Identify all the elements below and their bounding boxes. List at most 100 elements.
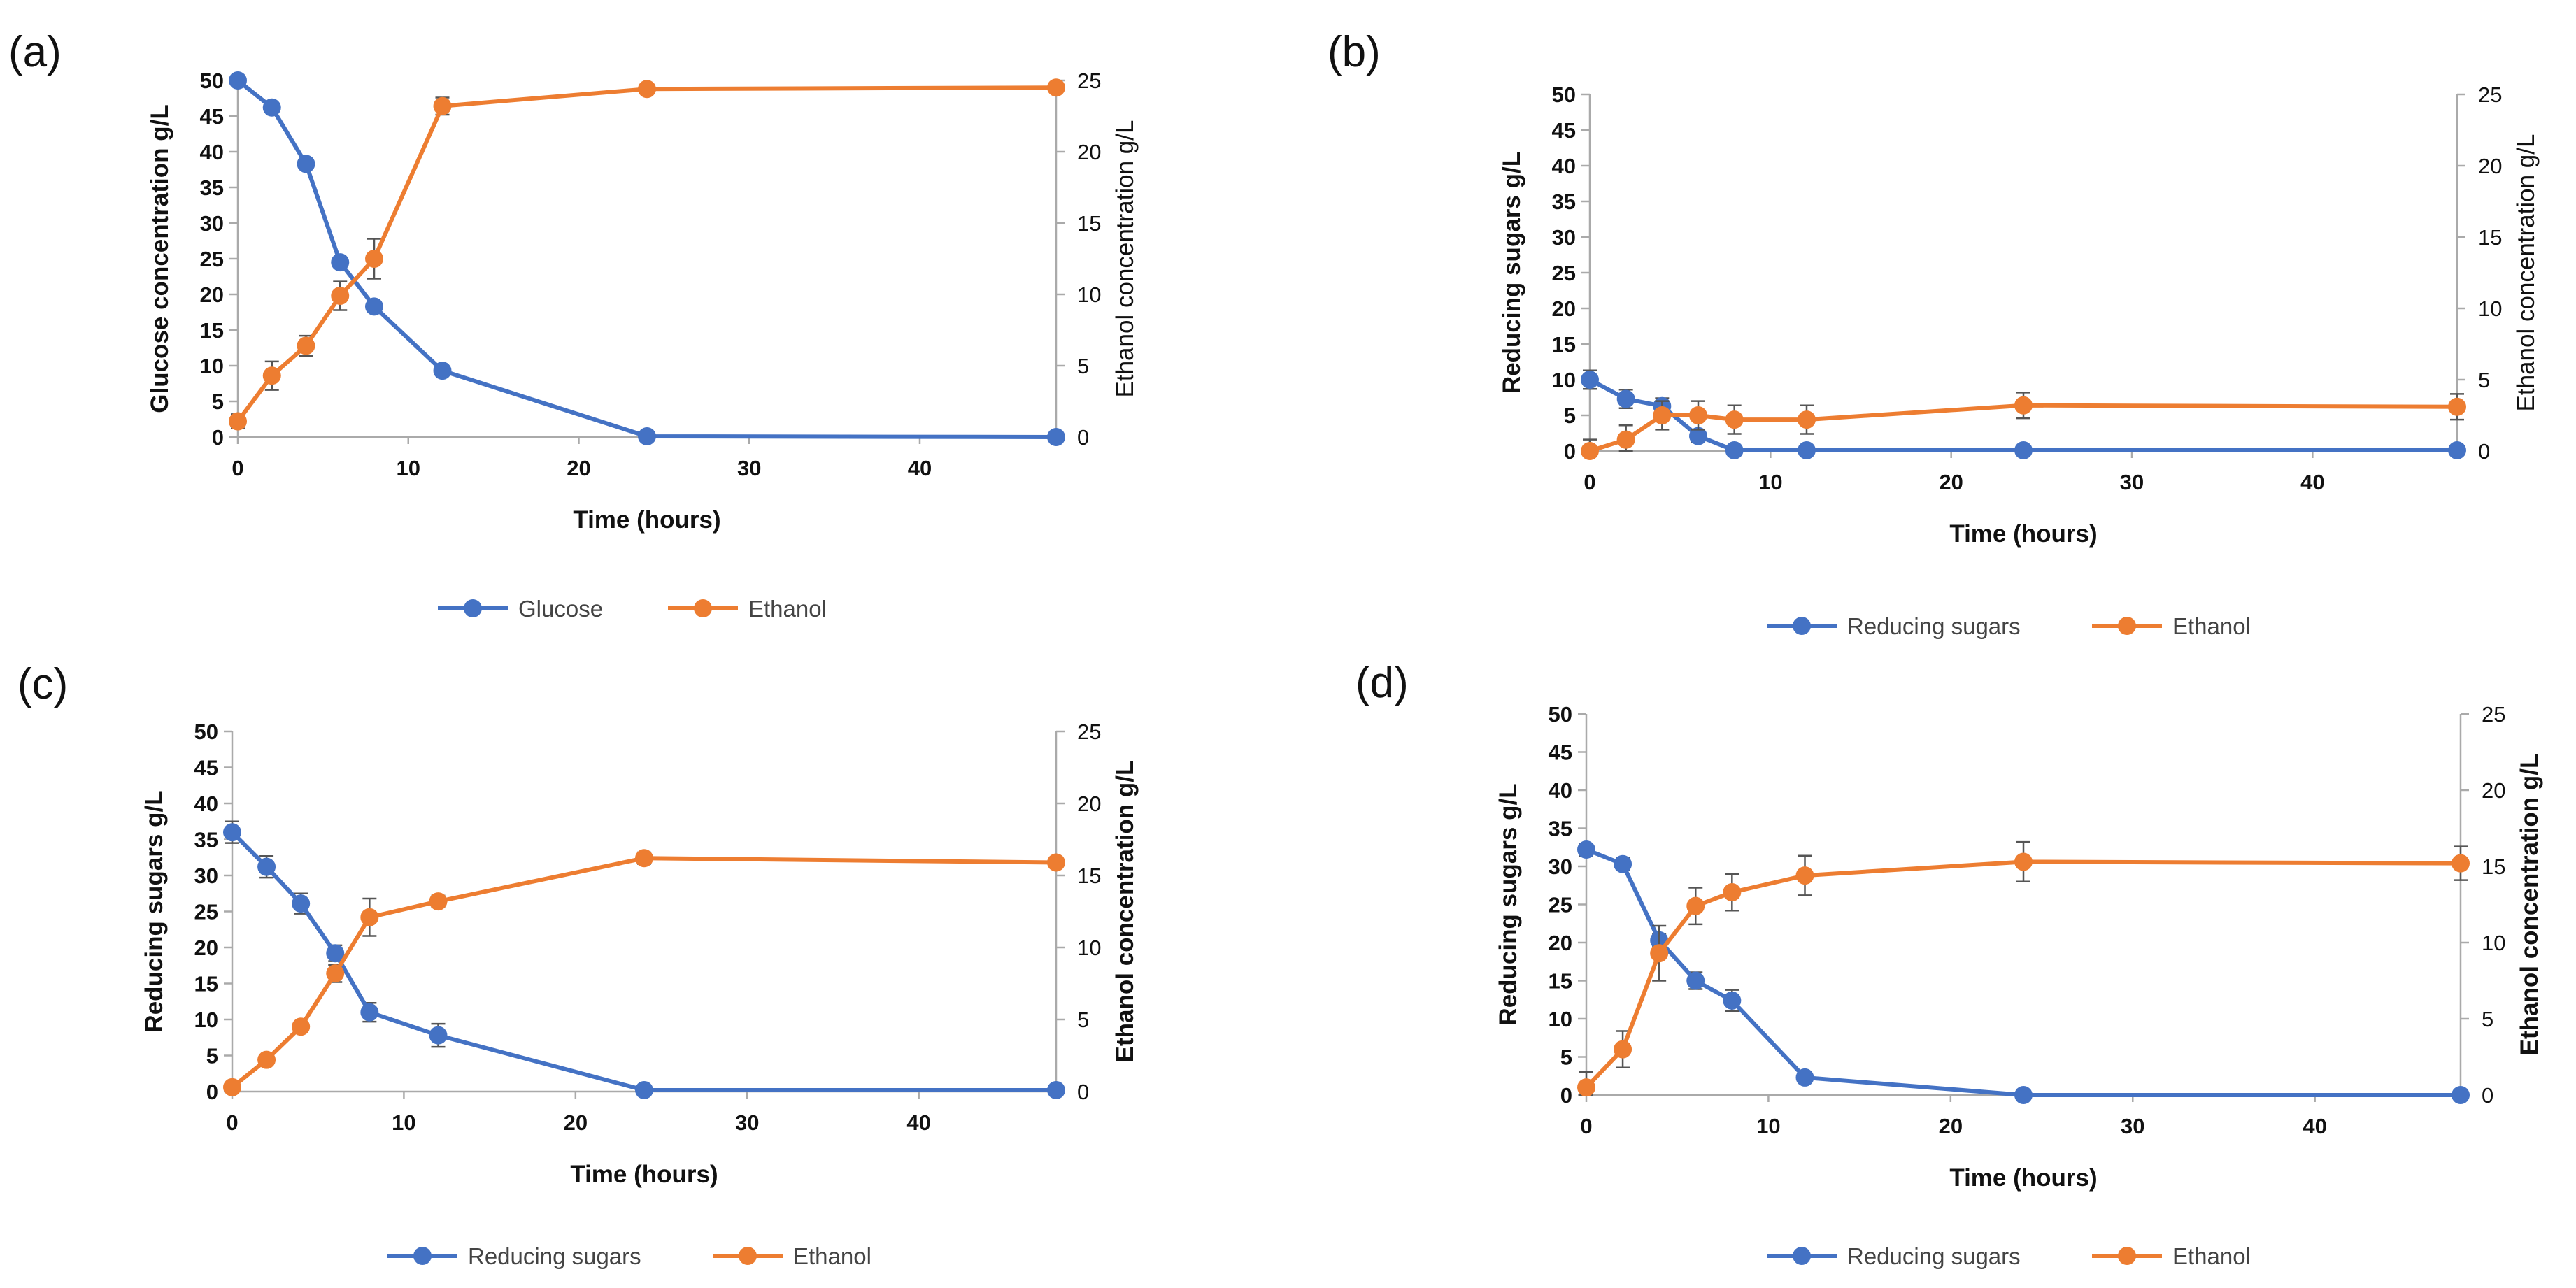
y-tick-label: 30 bbox=[1549, 854, 1572, 879]
data-point bbox=[1577, 840, 1595, 859]
x-tick-label: 30 bbox=[2121, 1114, 2144, 1138]
data-point bbox=[360, 1003, 379, 1022]
data-point bbox=[262, 98, 281, 117]
y-axis-label: Reducing sugars g/L bbox=[1495, 783, 1522, 1025]
x-tick-label: 40 bbox=[908, 456, 932, 480]
y2-tick-label: 20 bbox=[2478, 154, 2502, 178]
x-tick-label: 20 bbox=[1939, 470, 1963, 494]
panel-d: (d) 0 5 10 15 20 25 30 35 40 45 50 0 5 10 15 20 25 0 10 20 30… bbox=[1289, 644, 2576, 1287]
data-point bbox=[2448, 441, 2466, 459]
x-tick-label: 30 bbox=[2120, 470, 2144, 494]
data-point bbox=[365, 297, 383, 316]
y-tick-label: 50 bbox=[1549, 702, 1572, 727]
data-point bbox=[1798, 410, 1816, 429]
y-tick-label: 30 bbox=[194, 864, 218, 888]
y-tick-label: 45 bbox=[200, 104, 224, 129]
y-tick-label: 5 bbox=[1564, 403, 1576, 428]
y2-tick-label: 25 bbox=[2482, 702, 2505, 727]
y2-axis-label: Ethanol concentration g/L bbox=[2516, 754, 2543, 1056]
data-point bbox=[635, 849, 653, 868]
y-tick-label: 15 bbox=[1552, 332, 1576, 357]
y-tick-label: 0 bbox=[1564, 439, 1576, 464]
data-point bbox=[1723, 883, 1742, 902]
y2-tick-label: 5 bbox=[2478, 368, 2490, 392]
y-tick-label: 5 bbox=[212, 389, 224, 414]
x-tick-label: 10 bbox=[392, 1110, 415, 1135]
panel-b: (b) 0 5 10 15 20 25 30 35 40 45 50 0 5 10 15 20 25 0 10 20 30… bbox=[1289, 0, 2576, 643]
y-tick-label: 10 bbox=[1552, 368, 1576, 392]
legend-marker bbox=[739, 1247, 757, 1265]
data-point bbox=[2014, 852, 2033, 871]
data-point bbox=[1047, 1080, 1065, 1099]
series-line-reducing-sugars bbox=[230, 831, 1056, 1092]
y-axis-label: Reducing sugars g/L bbox=[141, 790, 168, 1032]
data-point bbox=[297, 155, 315, 173]
x-tick-label: 20 bbox=[564, 1110, 588, 1135]
data-point bbox=[1795, 866, 1814, 885]
y-tick-label: 50 bbox=[194, 720, 218, 744]
y2-tick-label: 0 bbox=[2478, 439, 2490, 464]
data-point bbox=[1653, 406, 1672, 424]
data-point bbox=[429, 1026, 448, 1045]
chart-a: (a) 0 5 10 15 20 25 30 35 40 45 50 0 5 10 15 20 25 0 10 20 30… bbox=[8, 28, 1139, 622]
y2-tick-label: 5 bbox=[1077, 1008, 1089, 1032]
y-tick-label: 45 bbox=[1549, 740, 1572, 765]
data-point bbox=[638, 427, 656, 445]
legend-label: Ethanol bbox=[2172, 613, 2251, 639]
y-tick-label: 35 bbox=[200, 176, 224, 200]
y-tick-label: 45 bbox=[194, 756, 218, 780]
series-line-reducing-sugars bbox=[1585, 847, 2461, 1097]
y2-tick-label: 25 bbox=[2478, 83, 2502, 107]
y2-tick-label: 10 bbox=[2482, 931, 2505, 955]
x-tick-label: 30 bbox=[737, 456, 761, 480]
legend-marker bbox=[413, 1247, 432, 1265]
y-tick-label: 40 bbox=[1549, 778, 1572, 803]
y2-axis-label: Ethanol concentration g/L bbox=[1111, 761, 1139, 1063]
y-tick-label: 0 bbox=[212, 425, 224, 450]
x-tick-label: 10 bbox=[1758, 470, 1782, 494]
data-point bbox=[1577, 1078, 1595, 1097]
data-point bbox=[1047, 78, 1065, 97]
data-point bbox=[229, 71, 247, 90]
data-point bbox=[297, 336, 315, 355]
data-point bbox=[429, 892, 448, 911]
legend-label: Glucose bbox=[518, 596, 603, 622]
y-tick-label: 20 bbox=[200, 282, 224, 307]
y2-tick-label: 20 bbox=[2482, 778, 2505, 803]
y-tick-label: 50 bbox=[200, 69, 224, 93]
data-point bbox=[638, 80, 656, 99]
y-axis-label: Reducing sugars g/L bbox=[1498, 152, 1525, 394]
x-tick-label: 40 bbox=[906, 1110, 930, 1135]
data-point bbox=[326, 964, 345, 983]
series-line-ethanol bbox=[1584, 859, 2461, 1089]
legend-marker bbox=[694, 599, 712, 617]
data-point bbox=[292, 894, 311, 913]
data-point bbox=[1689, 427, 1707, 445]
x-axis-label: Time (hours) bbox=[573, 506, 720, 534]
y-tick-label: 30 bbox=[200, 211, 224, 236]
y-tick-label: 30 bbox=[1552, 225, 1576, 250]
data-point bbox=[1616, 430, 1635, 449]
y-tick-label: 35 bbox=[194, 828, 218, 852]
y-tick-label: 35 bbox=[1552, 189, 1576, 214]
x-tick-label: 0 bbox=[232, 456, 243, 480]
legend-label: Reducing sugars bbox=[468, 1243, 641, 1269]
data-point bbox=[223, 1078, 241, 1096]
y2-tick-label: 25 bbox=[1077, 720, 1101, 744]
series-line-ethanol bbox=[231, 856, 1057, 1089]
chart-b: (b) 0 5 10 15 20 25 30 35 40 45 50 0 5 10 15 20 25 0 10 20 30… bbox=[1328, 28, 2540, 639]
y2-tick-label: 20 bbox=[1077, 140, 1101, 164]
y-tick-label: 25 bbox=[1552, 261, 1576, 285]
data-point bbox=[1686, 971, 1705, 990]
y-tick-label: 25 bbox=[194, 900, 218, 924]
data-point bbox=[2014, 441, 2033, 459]
y2-tick-label: 15 bbox=[1077, 864, 1101, 888]
data-point bbox=[1581, 371, 1599, 389]
panel-label: (c) bbox=[17, 660, 68, 708]
data-point bbox=[1795, 1068, 1814, 1087]
y-tick-label: 10 bbox=[1549, 1007, 1572, 1031]
y2-tick-label: 15 bbox=[2478, 225, 2502, 250]
y2-tick-label: 5 bbox=[2482, 1007, 2493, 1031]
y2-tick-label: 10 bbox=[2478, 296, 2502, 321]
data-point bbox=[433, 362, 452, 380]
